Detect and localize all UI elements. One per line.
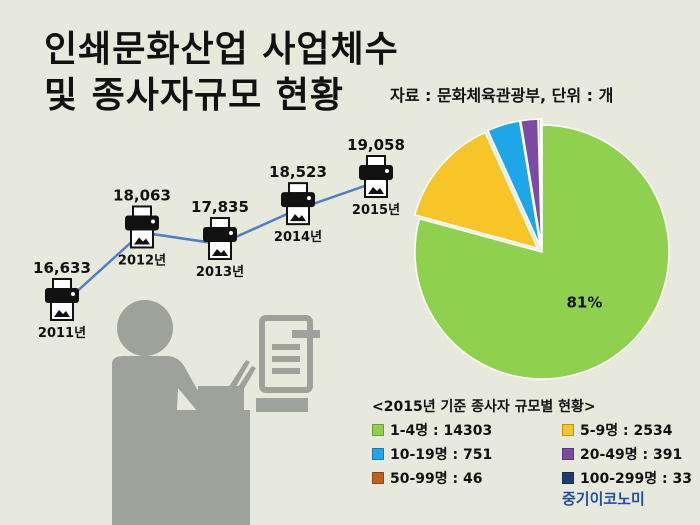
line-data-label-4: 18,523	[269, 163, 327, 181]
document-frame-shape	[259, 315, 313, 393]
pie-slice-1	[414, 124, 670, 380]
machine-sheets-shape	[228, 360, 256, 392]
legend-label-2: 5-9명 : 2534	[580, 423, 673, 439]
worker-head-shape	[117, 300, 173, 356]
line-x-label-1: 2011년	[38, 326, 86, 341]
worker-printer-illustration	[112, 300, 320, 525]
document-line-1	[292, 330, 320, 338]
pie-slice-3	[486, 120, 541, 247]
output-tray-shape	[256, 398, 308, 412]
legend-label-4: 20-49명 : 391	[580, 447, 683, 463]
line-point-printer-2-printer-icon	[125, 205, 159, 249]
legend-label-1: 1-4명 : 14303	[390, 423, 493, 439]
machine-base-shape	[172, 410, 250, 525]
pie-legend-title: <2015년 기준 종사자 규모별 현황>	[372, 399, 596, 415]
line-x-label-2: 2012년	[118, 253, 166, 268]
line-x-label-5: 2015년	[352, 203, 400, 218]
legend-swatch-4	[562, 448, 574, 460]
source-note: 자료 : 문화체육관광부, 단위 : 개	[390, 86, 614, 105]
legend-swatch-5	[372, 472, 384, 484]
page-title-line-1: 인쇄문화산업 사업체수	[44, 29, 399, 70]
line-point-printer-1-printer-icon	[45, 278, 79, 321]
line-chart: 16,633 2011년 18,063 2012년 17,835 2013년 18,523 2…	[33, 136, 405, 341]
document-line-4	[272, 368, 300, 374]
line-data-label-2: 18,063	[113, 186, 171, 204]
legend-item-2: 5-9명 : 2534	[562, 420, 673, 440]
line-x-label-4: 2014년	[274, 230, 322, 245]
line-point-printer-3-printer-icon	[203, 217, 237, 261]
legend-swatch-6	[562, 472, 574, 484]
line-x-label-3: 2013년	[196, 265, 244, 280]
legend-item-5: 50-99명 : 46	[372, 468, 483, 488]
line-point-printer-4-printer-icon	[281, 182, 315, 226]
worker-body-shape	[112, 356, 206, 525]
brand-logo-text: 중기이코노미	[562, 490, 645, 508]
pie-slice-6	[539, 118, 543, 247]
legend-item-3: 10-19명 : 751	[372, 444, 492, 464]
pie-slice-1-percent-label: 81%	[567, 293, 603, 311]
machine-top-shape	[198, 386, 244, 414]
line-data-label-5: 19,058	[347, 136, 405, 154]
legend-label-5: 50-99명 : 46	[390, 471, 483, 487]
legend-swatch-3	[372, 448, 384, 460]
legend-swatch-1	[372, 424, 384, 436]
line-data-label-1: 16,633	[33, 259, 91, 277]
document-line-3	[272, 356, 300, 362]
legend-swatch-2	[562, 424, 574, 436]
legend-label-3: 10-19명 : 751	[390, 447, 493, 463]
document-line-2	[272, 344, 300, 350]
line-data-label-3: 17,835	[191, 198, 249, 216]
pie-slice-2	[413, 131, 539, 250]
legend-label-6: 100-299명 : 33	[580, 471, 692, 487]
page-title-line-2: 및 종사자규모 현황	[44, 75, 345, 116]
legend-item-6: 100-299명 : 33	[562, 468, 692, 488]
legend-item-1: 1-4명 : 14303	[372, 420, 492, 440]
legend-item-4: 20-49명 : 391	[562, 444, 682, 464]
pie-chart: 81%	[413, 118, 670, 380]
line-point-printer-5-printer-icon	[359, 155, 393, 198]
